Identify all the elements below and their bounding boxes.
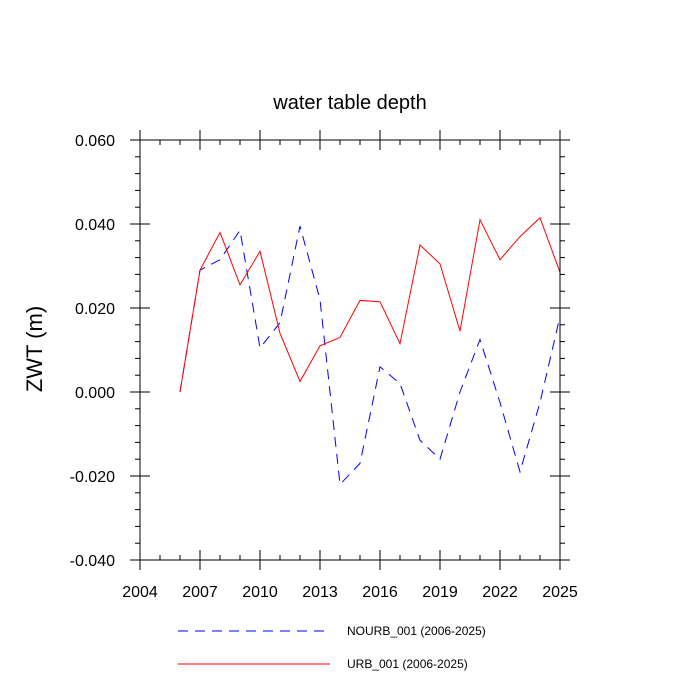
- x-tick-label: 2025: [542, 584, 578, 601]
- x-tick-label: 2004: [122, 584, 158, 601]
- legend: NOURB_001 (2006-2025) URB_001 (2006-2025): [178, 624, 486, 671]
- y-tick-label: -0.040: [70, 553, 115, 570]
- chart-title: water table depth: [272, 92, 426, 114]
- y-tick-label: 0.060: [75, 133, 115, 150]
- x-tick-label: 2007: [182, 584, 218, 601]
- major-ticks: [130, 130, 570, 570]
- x-tick-label: 2010: [242, 584, 278, 601]
- series-line-2: [179, 216, 561, 393]
- series-lines: [179, 216, 561, 486]
- y-tick-labels: -0.040 -0.020 0.000 0.020 0.040 0.060: [70, 133, 115, 570]
- minor-ticks: [135, 139, 565, 561]
- series-line-1: [179, 225, 561, 486]
- y-tick-label: -0.020: [70, 469, 115, 486]
- x-tick-label: 2013: [302, 584, 338, 601]
- plot-frame: [139, 139, 561, 561]
- y-axis-label: ZWT (m): [22, 306, 47, 392]
- x-tick-labels: 2004 2007 2010 2013 2016 2019 2022 2025: [122, 584, 578, 601]
- y-tick-label: 0.040: [75, 217, 115, 234]
- x-tick-label: 2019: [422, 584, 458, 601]
- y-tick-label: 0.000: [75, 385, 115, 402]
- legend-label-1: NOURB_001 (2006-2025): [347, 624, 486, 638]
- y-tick-label: 0.020: [75, 301, 115, 318]
- legend-label-2: URB_001 (2006-2025): [347, 657, 468, 671]
- x-tick-label: 2016: [362, 584, 398, 601]
- x-tick-label: 2022: [482, 584, 518, 601]
